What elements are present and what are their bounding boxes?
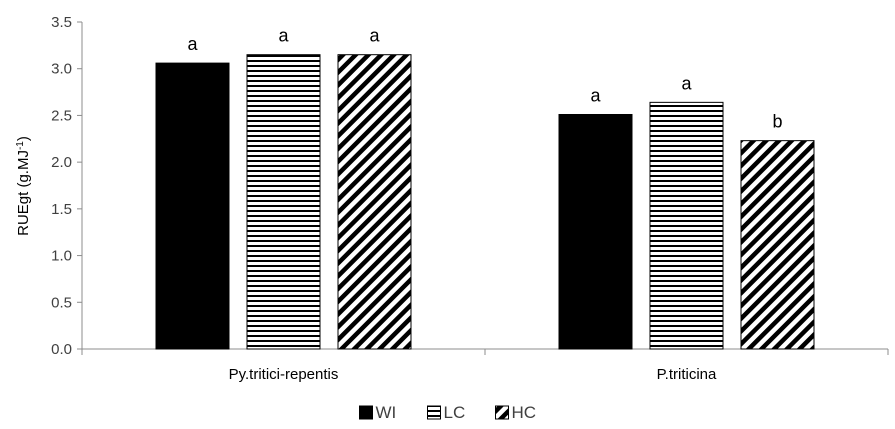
- y-tick-label: 1.5: [51, 201, 72, 218]
- category-labels: Py.tritici-repentis P.triticina: [229, 366, 717, 383]
- bar-wi-2: [559, 114, 632, 349]
- significance-label: a: [681, 73, 692, 93]
- legend-label-lc: LC: [444, 403, 466, 422]
- legend: WI LC HC: [360, 403, 537, 422]
- legend-label-wi: WI: [376, 403, 397, 422]
- y-tick-label: 0.5: [51, 294, 72, 311]
- significance-label: a: [590, 85, 601, 105]
- y-tick-label: 1.0: [51, 248, 72, 265]
- y-tick-label: 0.0: [51, 341, 72, 358]
- legend-swatch-wi: [360, 406, 373, 419]
- x-category-label: P.triticina: [657, 366, 717, 383]
- y-axis-label: RUEgt (g.MJ-1): [15, 136, 33, 236]
- legend-swatch-hc: [496, 406, 509, 419]
- significance-label: a: [187, 34, 198, 54]
- significance-label: a: [278, 26, 289, 46]
- y-tick-label: 2.0: [51, 154, 72, 171]
- bar-lc-2: [650, 102, 723, 349]
- y-axis: 0.0 0.5 1.0 1.5 2.0 2.5 3.0 3.5: [51, 14, 82, 358]
- legend-swatch-lc: [428, 406, 441, 419]
- x-category-label: Py.tritici-repentis: [229, 366, 339, 383]
- bar-wi-1: [156, 63, 229, 349]
- y-tick-label: 2.5: [51, 107, 72, 124]
- bar-hc-1: [338, 55, 411, 349]
- bar-lc-1: [247, 55, 320, 349]
- x-axis: [82, 349, 888, 355]
- significance-label: b: [772, 112, 782, 132]
- bars-group: [156, 55, 814, 349]
- bar-hc-2: [741, 141, 814, 349]
- significance-label: a: [369, 26, 380, 46]
- y-tick-label: 3.0: [51, 61, 72, 78]
- y-tick-label: 3.5: [51, 14, 72, 31]
- legend-label-hc: HC: [512, 403, 537, 422]
